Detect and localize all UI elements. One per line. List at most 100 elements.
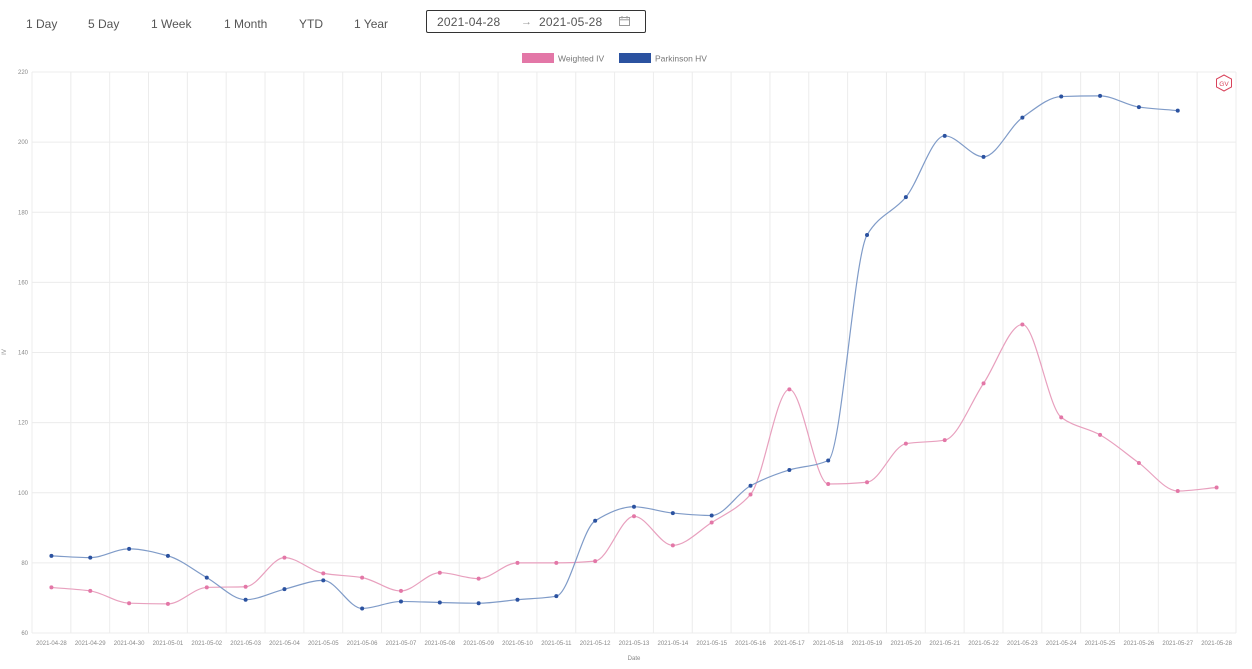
chart-series [49,93,1219,611]
y-tick-label: 120 [18,421,29,427]
date-end-input[interactable]: 2021-05-28 [539,15,603,29]
y-tick-label: 200 [18,140,29,146]
parkinson-hv-point [787,467,792,472]
x-axis-label: Date [628,656,641,662]
weighted-iv-point [1214,485,1219,490]
parkinson-hv-point [593,518,598,523]
x-tick-label: 2021-05-06 [347,641,378,647]
parkinson-hv-point [360,606,365,611]
parkinson-hv-point [903,195,908,200]
weighted-iv-point [321,571,326,576]
x-tick-label: 2021-04-29 [75,641,106,647]
calendar-icon[interactable] [619,16,630,26]
x-tick-label: 2021-05-04 [269,641,300,647]
y-tick-label: 60 [21,631,28,637]
parkinson-hv-point [49,553,54,558]
weighted-iv-point [1098,432,1103,437]
y-tick-label: 140 [18,351,29,357]
x-tick-label: 2021-05-13 [619,641,650,647]
weighted-iv-point [204,585,209,590]
parkinson-hv-legend-swatch [619,53,651,63]
date-start-input[interactable]: 2021-04-28 [437,15,501,29]
weighted-iv-point [476,576,481,581]
parkinson-hv-point [476,601,481,606]
range-1-day-button[interactable]: 1 Day [26,14,57,34]
weighted-iv-legend-label: Weighted IV [558,54,604,64]
weighted-iv-point [593,559,598,564]
x-tick-label: 2021-05-14 [657,641,688,647]
range-1-year-button[interactable]: 1 Year [354,14,388,34]
parkinson-hv-point [670,511,675,516]
parkinson-hv-point [165,553,170,558]
parkinson-hv-point [1175,108,1180,113]
x-tick-label: 2021-05-16 [735,641,766,647]
range-5-day-button[interactable]: 5 Day [88,14,119,34]
x-tick-label: 2021-05-28 [1201,641,1232,647]
y-tick-label: 80 [21,561,28,567]
x-tick-label: 2021-05-18 [813,641,844,647]
x-tick-label: 2021-05-26 [1124,641,1155,647]
weighted-iv-point [1175,488,1180,493]
weighted-iv-point [981,381,986,386]
weighted-iv-point [865,480,870,485]
weighted-iv-point [49,585,54,590]
parkinson-hv-point [437,600,442,605]
x-tick-label: 2021-05-12 [580,641,611,647]
weighted-iv-point [1059,415,1064,420]
date-arrow-icon: → [521,16,532,28]
weighted-iv-point [243,584,248,589]
x-tick-label: 2021-05-01 [153,641,184,647]
parkinson-hv-point [942,133,947,138]
parkinson-hv-point [865,233,870,238]
weighted-iv-point [942,438,947,443]
chart-grid [31,71,1237,634]
range-1-month-button[interactable]: 1 Month [224,14,267,34]
y-tick-label: 180 [18,210,29,216]
weighted-iv-point [826,481,831,486]
weighted-iv-point [127,601,132,606]
x-tick-label: 2021-05-22 [968,641,999,647]
y-axis: 60 80 100 120 140 160 180 200 220 [18,70,29,637]
weighted-iv-point [903,441,908,446]
weighted-iv-point [1136,460,1141,465]
range-1-week-button[interactable]: 1 Week [151,14,191,34]
weighted-iv-point [437,570,442,575]
weighted-iv-point [632,514,636,519]
weighted-iv-point [748,492,753,497]
parkinson-hv-point [826,458,831,463]
range-ytd-button[interactable]: YTD [299,14,323,34]
weighted-iv-point [282,555,287,560]
parkinson-hv-point [1020,115,1025,120]
y-tick-label: 160 [18,280,29,286]
weighted-iv-point [360,575,365,580]
y-axis-label: IV [2,349,8,355]
x-axis: 2021-04-28 2021-04-29 2021-04-30 2021-05-01… [36,641,1233,647]
x-tick-label: 2021-05-08 [424,641,455,647]
weighted-iv-point [787,387,792,392]
x-tick-label: 2021-05-20 [891,641,922,647]
x-tick-label: 2021-05-11 [541,641,572,647]
weighted-iv-point [554,560,559,565]
weighted-iv-point [1020,322,1025,327]
x-tick-label: 2021-05-17 [774,641,805,647]
y-tick-label: 220 [18,70,29,76]
x-tick-label: 2021-05-21 [929,641,960,647]
parkinson-hv-point [1136,105,1141,110]
parkinson-hv-point [1059,94,1064,99]
chart-legend: Weighted IV Parkinson HV [522,53,707,64]
toolbar: 1 Day 5 Day 1 Week 1 Month YTD 1 Year 20… [0,0,1252,46]
weighted-iv-point [670,543,675,548]
date-range-picker[interactable]: 2021-04-28 → 2021-05-28 [426,10,646,33]
parkinson-hv-point [632,504,636,509]
x-tick-label: 2021-04-28 [36,641,67,647]
parkinson-hv-point [515,597,520,602]
parkinson-hv-point [321,578,326,583]
parkinson-hv-point [282,587,287,592]
parkinson-hv-legend-label: Parkinson HV [655,54,707,64]
parkinson-hv-point [981,154,986,159]
parkinson-hv-point [88,555,93,560]
gv-badge-icon: GV [1216,74,1232,92]
x-tick-label: 2021-04-30 [114,641,145,647]
x-tick-label: 2021-05-25 [1085,641,1116,647]
